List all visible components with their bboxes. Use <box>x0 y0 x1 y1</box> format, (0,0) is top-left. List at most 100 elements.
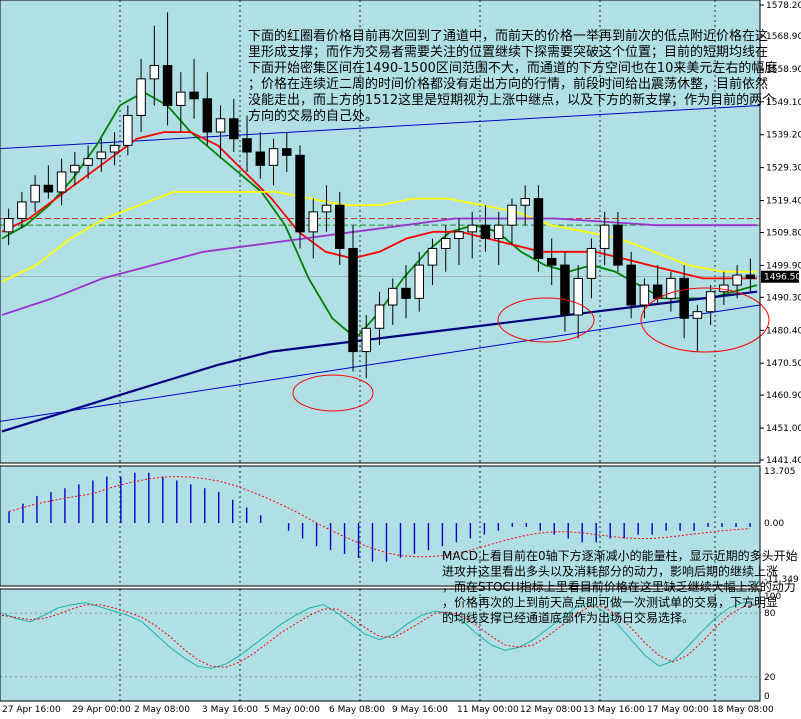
time-tick-label: 2 May 08:00 <box>134 705 190 715</box>
grid <box>0 0 760 701</box>
time-tick-label: 27 Apr 16:00 <box>2 705 61 715</box>
candle-body <box>480 224 491 239</box>
candle-body <box>467 224 477 233</box>
candle-body <box>427 247 438 266</box>
candle-body <box>255 151 266 166</box>
price-tick-label: 1558.90 <box>766 65 801 75</box>
macd-signal-line <box>8 476 751 558</box>
price-tick-label: 1490.30 <box>766 293 801 303</box>
stoch-tick-label: 20 <box>764 673 776 683</box>
candle-body <box>374 304 385 329</box>
price-tick-label: 1519.40 <box>766 197 801 207</box>
time-ticks: 27 Apr 16:00 29 Apr 00:00 2 May 08:00 3 May… <box>2 705 774 715</box>
price-tick-label: 1539.20 <box>766 131 801 141</box>
candle-body <box>56 171 67 193</box>
candle-body <box>361 327 371 353</box>
candle-body <box>30 184 40 203</box>
candle-body <box>162 65 173 106</box>
candle-body <box>282 148 292 156</box>
candle-body <box>639 284 650 306</box>
macd-annotation-line: 进攻并这里看出多头以及消耗部分的动力，影响后期的继续上涨 <box>442 564 778 579</box>
candle-body <box>679 277 689 319</box>
time-tick-label: 5 May 00:00 <box>264 705 320 715</box>
main-annotation-line: 没能走出，而上方的1512这里是短期视为上涨中继点，以及下方的新支撑；作为目前的… <box>248 92 775 108</box>
candle-body <box>401 287 411 299</box>
candle-body <box>388 287 398 306</box>
macd-annotation-line: ，价格再次的上到前天高点即可做一次测试单的交易，下方明显 <box>442 595 778 610</box>
price-tick-label: 1480.40 <box>766 326 801 336</box>
candle-body <box>335 204 345 249</box>
candle-body <box>321 204 332 213</box>
time-tick-label: 3 May 16:00 <box>202 705 258 715</box>
candle-body <box>533 198 544 259</box>
main-panel-bg <box>0 0 760 463</box>
stoch-d-line <box>1 604 758 668</box>
support-circle <box>640 287 770 353</box>
candle-body <box>666 277 676 299</box>
candle-body <box>493 224 504 239</box>
time-tick-label: 29 Apr 00:00 <box>72 705 131 715</box>
price-tick-label: 1470.50 <box>766 359 801 369</box>
candle-body <box>705 291 716 313</box>
candle-body <box>136 78 146 116</box>
candle-body <box>176 91 186 106</box>
stoch-k-line <box>1 602 758 669</box>
moving-average-line <box>1 190 757 283</box>
candle-body <box>149 65 160 80</box>
candle-body <box>745 274 756 279</box>
candle-body <box>3 218 14 233</box>
candle-body <box>43 184 54 193</box>
macd-histogram <box>8 472 751 562</box>
stoch-panel-bg <box>0 589 760 701</box>
time-tick-label: 11 May 00:00 <box>457 705 519 715</box>
moving-average-line <box>1 217 757 316</box>
candle-body <box>202 98 213 133</box>
main-annotation-line: ；价格在连续近二周的时间价格都没有走出方向的行情，前段时间给出震荡休整，目前依然 <box>248 76 768 92</box>
price-tick-label: 1549.10 <box>766 98 801 108</box>
candle-body <box>83 158 93 166</box>
candle-body <box>652 284 663 299</box>
candle-body <box>692 311 703 319</box>
macd-panel-border <box>0 465 761 587</box>
candle-body <box>295 154 305 233</box>
current-price-label: 1496.50 <box>764 273 801 283</box>
main-annotation-line: 里形成支撑；而作为交易者需要关注的位置继续下探需要突破这个位置；目前的短期均线在 <box>248 44 768 60</box>
candle-body <box>613 224 623 266</box>
main-panel-border <box>0 0 761 464</box>
current-price-box <box>761 270 799 283</box>
candle-body <box>507 204 517 226</box>
candle-body <box>546 257 557 266</box>
support-circles <box>292 287 770 412</box>
channel-lower-line <box>0 304 761 422</box>
candle-body <box>586 247 597 279</box>
stoch-panel-border <box>0 588 761 702</box>
stoch-tick-label: 80 <box>764 609 776 619</box>
support-circle <box>497 297 595 343</box>
stoch-lines <box>0 602 760 678</box>
price-ticks: 1578.20 1568.90 1558.90 1549.10 1539.20 1529.… <box>760 1 801 702</box>
macd-tick-label: 13.705 <box>764 467 796 477</box>
candle-body <box>215 118 226 133</box>
main-annotation-line: 下面的红圈看价格目前再次回到了通道中，而前天的价格一举再到前次的低点附近价格在这 <box>248 28 768 44</box>
support-circle <box>292 374 374 412</box>
candle-body <box>440 237 451 249</box>
candle-body <box>732 274 742 286</box>
candle-body <box>109 144 120 153</box>
price-tick-label: 1568.90 <box>766 32 801 42</box>
candle-body <box>573 277 583 316</box>
time-tick-label: 18 May 08:00 <box>712 705 774 715</box>
price-tick-label: 1499.90 <box>766 261 801 271</box>
candle-body <box>17 201 27 220</box>
time-tick-label: 6 May 08:00 <box>329 705 385 715</box>
time-tick-label: 17 May 00:00 <box>647 705 709 715</box>
stoch-tick-label: 100 <box>764 592 781 602</box>
price-tick-label: 1451.00 <box>766 424 801 434</box>
candle-body <box>414 264 424 299</box>
candles <box>3 12 756 379</box>
candle-body <box>560 264 570 316</box>
price-tick-label: 1529.30 <box>766 164 801 174</box>
main-annotation-line: 下面开始密集区间在1490-1500区间范围不大，而通道的下方空间也在10来美元… <box>248 60 777 76</box>
candle-body <box>520 198 530 206</box>
annotations: 下面的红圈看价格目前再次回到了通道中，而前天的价格一举再到前次的低点附近价格在这… <box>248 28 798 625</box>
